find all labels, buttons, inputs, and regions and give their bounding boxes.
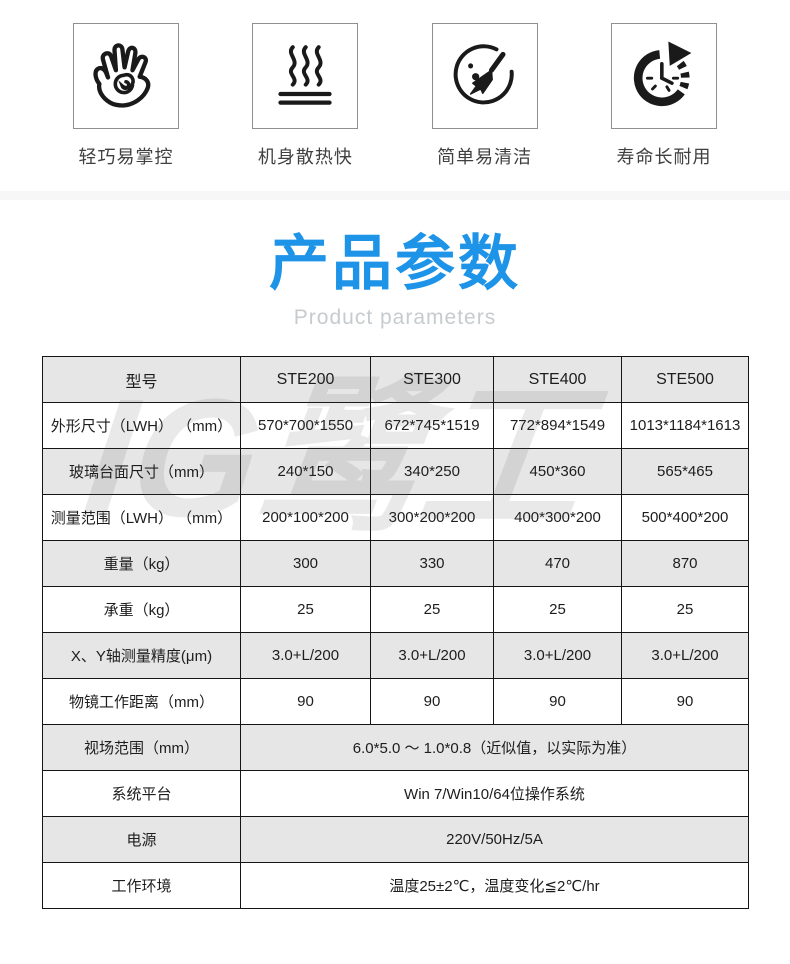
header-cell-ste200: STE200: [240, 356, 371, 403]
table-row-system-platform: 系统平台 Win 7/Win10/64位操作系统: [42, 770, 749, 817]
spec-value-cell: 3.0+L/200: [240, 632, 371, 679]
hand-icon: [93, 43, 151, 108]
feature-label: 机身散热快: [257, 147, 353, 167]
table-row-working-distance: 物镜工作距离（mm） 90 90 90 90: [42, 678, 749, 725]
spec-value-cell: 400*300*200: [493, 494, 622, 541]
feature-label: 寿命长耐用: [616, 147, 712, 167]
spec-value-cell: 470: [493, 540, 622, 587]
spec-label-cell: X、Y轴测量精度(μm): [42, 632, 241, 679]
feature-item-long-life: 寿命长耐用: [584, 23, 744, 169]
spec-value-cell: 240*150: [240, 448, 371, 495]
spec-label-cell: 工作环境: [42, 862, 241, 909]
spec-value-cell: 565*465: [621, 448, 749, 495]
clock-arrow-icon: [633, 41, 692, 107]
spec-label-cell: 测量范围（LWH） （mm）: [42, 494, 241, 541]
spec-label-cell: 系统平台: [42, 770, 241, 817]
heat-icon: [278, 45, 332, 105]
spec-table: 型号 STE200 STE300 STE400 STE500 外形尺寸（LWH）…: [42, 356, 749, 909]
spec-value-cell: 90: [621, 678, 749, 725]
table-row-measure-range: 测量范围（LWH） （mm） 200*100*200 300*200*200 4…: [42, 494, 749, 541]
table-row-weight: 重量（kg） 300 330 470 870: [42, 540, 749, 587]
hand-icon-frame: [73, 23, 179, 129]
spec-value-cell: 3.0+L/200: [370, 632, 494, 679]
header-cell-model: 型号: [42, 356, 241, 403]
heat-icon-frame: [252, 23, 359, 129]
feature-label: 简单易清洁: [437, 147, 533, 167]
spec-span-value-cell: Win 7/Win10/64位操作系统: [240, 770, 749, 817]
table-row-field-of-view: 视场范围（mm） 6.0*5.0 ～ 1.0*0.8（近似值，以实际为准）: [42, 724, 749, 771]
feature-item-light-control: 轻巧易掌控: [46, 23, 206, 169]
spec-value-cell: 90: [240, 678, 371, 725]
spec-table-container: IG鹭工 型号 STE200 STE300 STE400 STE500 外形尺寸…: [42, 356, 749, 909]
spec-value-cell: 330: [370, 540, 494, 587]
header-cell-ste300: STE300: [370, 356, 494, 403]
spec-value-cell: 772*894*1549: [493, 402, 622, 449]
spec-value-cell: 25: [370, 586, 494, 633]
spec-value-cell: 870: [621, 540, 749, 587]
table-header-row: 型号 STE200 STE300 STE400 STE500: [42, 356, 749, 403]
spec-label-cell: 外形尺寸（LWH） （mm）: [42, 402, 241, 449]
spec-value-cell: 500*400*200: [621, 494, 749, 541]
page-title: 产品参数: [269, 230, 521, 297]
feature-item-easy-clean: 简单易清洁: [405, 23, 565, 169]
title-block: 产品参数 Product parameters: [0, 234, 790, 330]
clean-icon: [453, 44, 514, 105]
spec-label-cell: 玻璃台面尺寸（mm）: [42, 448, 241, 495]
spec-value-cell: 1013*1184*1613: [621, 402, 749, 449]
spec-value-cell: 25: [621, 586, 749, 633]
table-row-dimensions: 外形尺寸（LWH） （mm） 570*700*1550 672*745*1519…: [42, 402, 749, 449]
feature-row: 轻巧易掌控 机身散热快 简单易清洁: [0, 0, 790, 169]
spec-span-value-cell: 温度25±2℃，温度变化≦2℃/hr: [240, 862, 749, 909]
spec-value-cell: 90: [493, 678, 622, 725]
clean-icon-frame: [431, 23, 538, 129]
spec-value-cell: 450*360: [493, 448, 622, 495]
spec-value-cell: 300*200*200: [370, 494, 494, 541]
spec-span-value-cell: 6.0*5.0 ～ 1.0*0.8（近似值，以实际为准）: [240, 724, 749, 771]
feature-item-heat-dissipation: 机身散热快: [225, 23, 385, 169]
spec-value-cell: 200*100*200: [240, 494, 371, 541]
spec-value-cell: 3.0+L/200: [621, 632, 749, 679]
spec-value-cell: 340*250: [370, 448, 494, 495]
header-cell-ste400: STE400: [493, 356, 622, 403]
table-row-glass-surface: 玻璃台面尺寸（mm） 240*150 340*250 450*360 565*4…: [42, 448, 749, 495]
table-row-working-environment: 工作环境 温度25±2℃，温度变化≦2℃/hr: [42, 862, 749, 909]
spec-value-cell: 90: [370, 678, 494, 725]
header-cell-ste500: STE500: [621, 356, 749, 403]
spec-label-cell: 视场范围（mm）: [42, 724, 241, 771]
spec-value-cell: 3.0+L/200: [493, 632, 622, 679]
spec-label-cell: 重量（kg）: [42, 540, 241, 587]
spec-span-value-cell: 220V/50Hz/5A: [240, 816, 749, 863]
spec-label-cell: 电源: [42, 816, 241, 863]
spec-value-cell: 672*745*1519: [370, 402, 494, 449]
spec-value-cell: 300: [240, 540, 371, 587]
spec-value-cell: 25: [240, 586, 371, 633]
page-subtitle: Product parameters: [293, 306, 497, 329]
spec-value-cell: 25: [493, 586, 622, 633]
table-row-load-capacity: 承重（kg） 25 25 25 25: [42, 586, 749, 633]
section-divider: [0, 191, 790, 200]
spec-label-cell: 承重（kg）: [42, 586, 241, 633]
spec-label-cell: 物镜工作距离（mm）: [42, 678, 241, 725]
spec-value-cell: 570*700*1550: [240, 402, 371, 449]
table-row-power-supply: 电源 220V/50Hz/5A: [42, 816, 749, 863]
feature-label: 轻巧易掌控: [78, 147, 174, 167]
clock-arrow-icon-frame: [610, 23, 717, 129]
table-row-xy-accuracy: X、Y轴测量精度(μm) 3.0+L/200 3.0+L/200 3.0+L/2…: [42, 632, 749, 679]
